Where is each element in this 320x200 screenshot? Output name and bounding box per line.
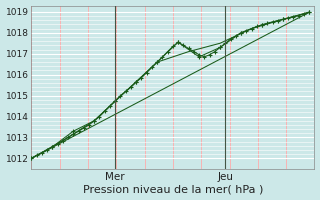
X-axis label: Pression niveau de la mer( hPa ): Pression niveau de la mer( hPa )	[83, 184, 263, 194]
